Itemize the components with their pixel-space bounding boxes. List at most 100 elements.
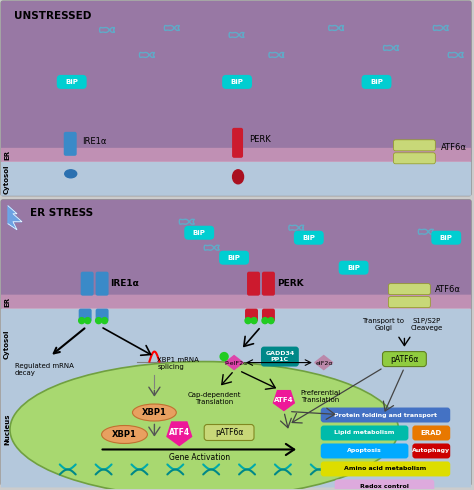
Text: Nucleus: Nucleus <box>4 414 10 445</box>
Polygon shape <box>8 206 22 230</box>
Text: Regulated mRNA
decay: Regulated mRNA decay <box>15 363 74 375</box>
Text: Apoptosis: Apoptosis <box>347 448 382 453</box>
Text: BiP: BiP <box>193 230 206 236</box>
Text: Redox control: Redox control <box>360 485 409 490</box>
FancyBboxPatch shape <box>321 408 450 422</box>
Text: eIF2α: eIF2α <box>316 361 334 366</box>
Text: Lipid metabolism: Lipid metabolism <box>334 431 395 436</box>
Ellipse shape <box>132 404 176 421</box>
Text: ER: ER <box>4 296 10 307</box>
Circle shape <box>251 318 257 323</box>
FancyBboxPatch shape <box>389 296 430 308</box>
Text: XBP1: XBP1 <box>112 430 137 439</box>
FancyBboxPatch shape <box>1 1 471 196</box>
Text: ATF4: ATF4 <box>274 396 294 402</box>
Text: XBP1 mRNA
splicing: XBP1 mRNA splicing <box>157 357 199 369</box>
FancyBboxPatch shape <box>1 200 471 486</box>
Text: pATF6α: pATF6α <box>390 355 419 364</box>
Text: pATF6α: pATF6α <box>215 428 243 437</box>
FancyBboxPatch shape <box>1 162 471 196</box>
Circle shape <box>101 318 108 323</box>
FancyBboxPatch shape <box>321 462 450 476</box>
FancyBboxPatch shape <box>262 271 275 295</box>
Text: BiP: BiP <box>302 235 315 241</box>
Text: Preferential
Translation: Preferential Translation <box>301 390 341 403</box>
Ellipse shape <box>65 170 77 178</box>
FancyBboxPatch shape <box>184 226 214 240</box>
Text: IRE1α: IRE1α <box>82 137 106 147</box>
Text: BiP: BiP <box>347 265 360 270</box>
Circle shape <box>262 318 268 323</box>
Text: BiP: BiP <box>231 79 244 85</box>
FancyBboxPatch shape <box>383 352 426 367</box>
FancyBboxPatch shape <box>431 231 461 245</box>
FancyBboxPatch shape <box>321 443 409 459</box>
FancyBboxPatch shape <box>1 1 471 156</box>
Ellipse shape <box>101 425 147 443</box>
Text: Gene Activation: Gene Activation <box>169 453 230 463</box>
FancyBboxPatch shape <box>64 132 77 156</box>
Text: BiP: BiP <box>370 79 383 85</box>
FancyBboxPatch shape <box>389 284 430 294</box>
FancyBboxPatch shape <box>1 294 471 309</box>
Text: Cap-dependent
Translation: Cap-dependent Translation <box>187 392 241 405</box>
Text: BiP: BiP <box>440 235 453 241</box>
Text: S1P/S2P
Cleavege: S1P/S2P Cleavege <box>410 318 442 331</box>
Text: ERAD: ERAD <box>421 430 442 436</box>
FancyBboxPatch shape <box>393 140 435 151</box>
FancyBboxPatch shape <box>1 148 471 162</box>
FancyBboxPatch shape <box>245 309 258 321</box>
FancyBboxPatch shape <box>57 75 87 89</box>
Text: Cytosol: Cytosol <box>4 164 10 194</box>
Circle shape <box>245 318 251 323</box>
Polygon shape <box>273 391 294 411</box>
FancyBboxPatch shape <box>247 271 260 295</box>
Text: Protein folding and transport: Protein folding and transport <box>334 413 437 417</box>
FancyBboxPatch shape <box>362 75 392 89</box>
Ellipse shape <box>10 362 399 490</box>
Text: ER STRESS: ER STRESS <box>30 208 93 218</box>
Text: P-eIF2α: P-eIF2α <box>225 361 248 366</box>
FancyBboxPatch shape <box>1 200 471 300</box>
Text: BiP: BiP <box>65 79 78 85</box>
Text: PERK: PERK <box>249 135 271 145</box>
Text: Cytosol: Cytosol <box>4 330 10 359</box>
FancyBboxPatch shape <box>321 425 409 441</box>
Circle shape <box>96 318 101 323</box>
Text: ATF4: ATF4 <box>169 428 190 437</box>
Text: PERK: PERK <box>277 279 303 288</box>
Circle shape <box>220 353 228 361</box>
FancyBboxPatch shape <box>262 309 275 321</box>
Text: Transport to
Golgi: Transport to Golgi <box>363 318 404 331</box>
Text: ER: ER <box>4 150 10 160</box>
FancyBboxPatch shape <box>79 309 91 321</box>
FancyBboxPatch shape <box>232 128 243 158</box>
Ellipse shape <box>233 170 244 184</box>
FancyBboxPatch shape <box>393 153 435 164</box>
FancyBboxPatch shape <box>261 346 299 367</box>
FancyBboxPatch shape <box>1 309 471 488</box>
Polygon shape <box>315 356 333 369</box>
FancyBboxPatch shape <box>96 309 109 321</box>
Text: Autophagy: Autophagy <box>412 448 450 453</box>
FancyBboxPatch shape <box>204 424 254 441</box>
FancyBboxPatch shape <box>96 271 109 295</box>
Text: UNSTRESSED: UNSTRESSED <box>14 11 91 21</box>
FancyBboxPatch shape <box>81 271 94 295</box>
FancyBboxPatch shape <box>338 261 369 275</box>
FancyBboxPatch shape <box>412 425 450 441</box>
Text: ATF6α: ATF6α <box>441 144 467 152</box>
Text: XBP1: XBP1 <box>142 408 167 417</box>
Circle shape <box>85 318 91 323</box>
FancyBboxPatch shape <box>219 251 249 265</box>
Text: IRE1α: IRE1α <box>110 279 139 288</box>
FancyBboxPatch shape <box>222 75 252 89</box>
FancyBboxPatch shape <box>294 231 324 245</box>
Circle shape <box>79 318 85 323</box>
FancyBboxPatch shape <box>412 443 450 459</box>
Circle shape <box>268 318 274 323</box>
Text: GADD34
PP1C: GADD34 PP1C <box>265 351 294 362</box>
Text: BiP: BiP <box>228 255 240 261</box>
Text: Amino acid metabolism: Amino acid metabolism <box>345 466 427 471</box>
FancyBboxPatch shape <box>335 479 434 490</box>
